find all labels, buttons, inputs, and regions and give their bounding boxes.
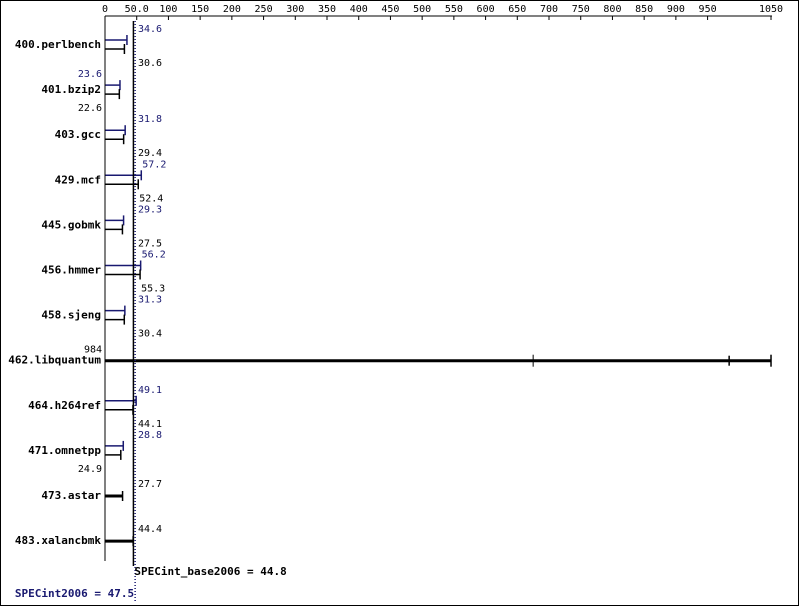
- x-tick-label: 250: [255, 4, 273, 15]
- x-tick-label: 550: [445, 4, 463, 15]
- benchmark-label: 464.h264ref: [28, 399, 101, 412]
- benchmark-label: 401.bzip2: [41, 83, 101, 96]
- base-value-label: 30.4: [138, 329, 162, 340]
- benchmark-label: 403.gcc: [55, 128, 101, 141]
- x-tick-label: 900: [667, 4, 685, 15]
- x-tick-label: 400: [350, 4, 368, 15]
- benchmark-label: 456.hmmer: [41, 264, 101, 277]
- peak-value-label: 57.2: [142, 159, 166, 170]
- benchmark-label: 429.mcf: [55, 173, 101, 186]
- peak-value-label: 23.6: [78, 69, 102, 80]
- x-tick-label: 50.0: [125, 4, 149, 15]
- benchmark-label: 458.sjeng: [41, 309, 101, 322]
- base-value-label: 984: [84, 345, 102, 356]
- x-tick-label: 350: [318, 4, 336, 15]
- benchmark-label: 483.xalancbmk: [15, 534, 101, 547]
- base-value-label: 27.7: [138, 479, 162, 490]
- benchmark-label: 471.omnetpp: [28, 444, 101, 457]
- benchmark-label: 400.perlbench: [15, 38, 101, 51]
- x-tick-label: 300: [286, 4, 304, 15]
- peak-value-label: 31.8: [138, 114, 162, 125]
- peak-value-label: 49.1: [138, 385, 162, 396]
- peak-value-label: 28.8: [138, 430, 162, 441]
- x-tick-label: 200: [223, 4, 241, 15]
- base-value-label: 24.9: [78, 464, 102, 475]
- x-tick-label: 0: [102, 4, 108, 15]
- base-value-label: 44.1: [138, 419, 162, 430]
- benchmark-label: 445.gobmk: [41, 218, 101, 231]
- peak-value-label: 29.3: [138, 204, 162, 215]
- base-value-label: 44.4: [138, 524, 162, 535]
- x-tick-label: 700: [540, 4, 558, 15]
- peak-value-label: 56.2: [142, 250, 166, 261]
- x-tick-label: 950: [699, 4, 717, 15]
- base-value-label: 22.6: [78, 103, 102, 114]
- x-tick-label: 850: [635, 4, 653, 15]
- base-value-label: 55.3: [141, 284, 165, 295]
- x-tick-label: 800: [603, 4, 621, 15]
- peak-value-label: 34.6: [138, 24, 162, 35]
- x-tick-label: 150: [191, 4, 209, 15]
- x-tick-label: 450: [381, 4, 399, 15]
- x-tick-label: 600: [477, 4, 495, 15]
- x-tick-label: 1050: [759, 4, 783, 15]
- base-summary-label: SPECint_base2006 = 44.8: [134, 565, 286, 578]
- base-value-label: 30.6: [138, 58, 162, 69]
- base-value-label: 52.4: [139, 193, 163, 204]
- base-value-label: 29.4: [138, 148, 162, 159]
- peak-summary-label: SPECint2006 = 47.5: [15, 587, 134, 600]
- benchmark-label: 473.astar: [41, 489, 101, 502]
- peak-value-label: 31.3: [138, 295, 162, 306]
- x-tick-label: 650: [508, 4, 526, 15]
- x-tick-label: 100: [159, 4, 177, 15]
- benchmark-label: 462.libquantum: [8, 354, 101, 367]
- x-tick-label: 750: [572, 4, 590, 15]
- base-value-label: 27.5: [138, 238, 162, 249]
- x-tick-label: 500: [413, 4, 431, 15]
